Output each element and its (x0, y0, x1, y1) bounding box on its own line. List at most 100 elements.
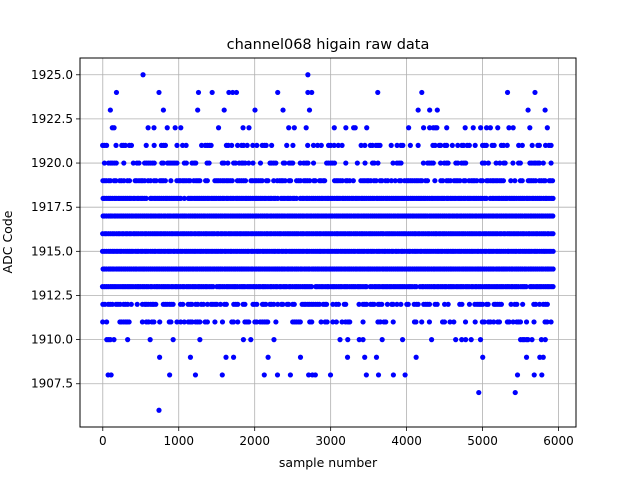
data-point (482, 160, 488, 166)
data-point (455, 160, 461, 166)
data-point (246, 160, 252, 166)
data-point (364, 301, 370, 307)
data-point (451, 319, 457, 325)
data-point (215, 125, 222, 131)
data-point (113, 160, 119, 166)
data-point (229, 178, 235, 184)
data-point (491, 142, 497, 148)
data-point (390, 372, 396, 378)
data-point (156, 89, 162, 96)
data-point (111, 337, 117, 343)
data-point (398, 178, 404, 184)
data-point (413, 354, 419, 360)
data-point (373, 178, 379, 184)
data-point (390, 301, 396, 307)
data-point (498, 301, 505, 307)
data-point (212, 319, 218, 325)
data-point (390, 160, 396, 166)
data-point (288, 178, 294, 184)
data-point (506, 319, 512, 325)
data-point (550, 248, 556, 254)
data-point (200, 301, 207, 307)
data-point (263, 301, 269, 307)
data-point (136, 160, 142, 166)
data-point (125, 337, 131, 343)
data-point (466, 301, 473, 307)
data-point (197, 337, 203, 343)
data-point (174, 142, 180, 148)
data-point (375, 160, 381, 166)
data-point (286, 301, 292, 307)
data-point (180, 301, 186, 307)
data-point (415, 301, 421, 307)
data-point (143, 195, 149, 201)
data-point (462, 125, 468, 131)
data-point (192, 372, 199, 378)
data-point (271, 178, 277, 184)
data-point (419, 319, 425, 325)
data-point (147, 178, 154, 184)
data-point (536, 160, 543, 166)
data-point (529, 337, 535, 343)
data-point (269, 142, 275, 148)
data-point (335, 142, 341, 148)
data-point (174, 160, 180, 166)
data-point (504, 142, 510, 148)
data-point (516, 142, 522, 148)
data-point (232, 160, 239, 166)
data-point (265, 354, 271, 360)
x-tick-label: 3000 (315, 434, 346, 448)
data-point (500, 178, 507, 184)
data-point (223, 354, 229, 360)
data-point (246, 125, 252, 131)
data-point (265, 178, 271, 184)
data-point (550, 213, 556, 219)
data-point (428, 337, 435, 343)
data-point (134, 301, 140, 307)
data-point (420, 160, 427, 166)
data-point (455, 142, 461, 148)
data-point (459, 337, 465, 343)
x-tick-label: 5000 (467, 434, 498, 448)
data-point (438, 142, 444, 148)
data-point (483, 125, 490, 131)
data-point (204, 178, 210, 184)
data-point (160, 160, 166, 166)
data-point (246, 319, 252, 325)
data-point (519, 142, 525, 148)
data-point (352, 125, 358, 131)
data-point (164, 125, 170, 131)
data-point (491, 319, 497, 325)
data-point (394, 142, 400, 148)
data-point (426, 301, 433, 307)
data-point (156, 407, 162, 413)
data-point (178, 125, 184, 131)
data-point (254, 142, 260, 148)
data-point (371, 301, 377, 307)
data-point (362, 160, 368, 166)
data-point (330, 319, 336, 325)
data-point (323, 301, 330, 307)
data-point (347, 178, 353, 184)
data-point (474, 178, 480, 184)
data-point (109, 301, 115, 307)
data-point (282, 178, 288, 184)
data-point (100, 319, 106, 325)
data-point (235, 301, 241, 307)
data-point (151, 319, 157, 325)
data-point (375, 89, 381, 96)
data-point (430, 160, 436, 166)
data-point (324, 319, 330, 325)
data-point (527, 125, 533, 131)
data-point (107, 107, 113, 113)
plot-frame (79, 57, 577, 428)
y-tick-label: 1917.5 (31, 200, 73, 214)
data-point (532, 89, 538, 96)
data-point (151, 125, 157, 131)
data-point (426, 319, 433, 325)
data-point (339, 178, 345, 184)
data-point (536, 301, 543, 307)
data-point (483, 142, 489, 148)
data-point (479, 178, 486, 184)
data-point (345, 337, 351, 343)
